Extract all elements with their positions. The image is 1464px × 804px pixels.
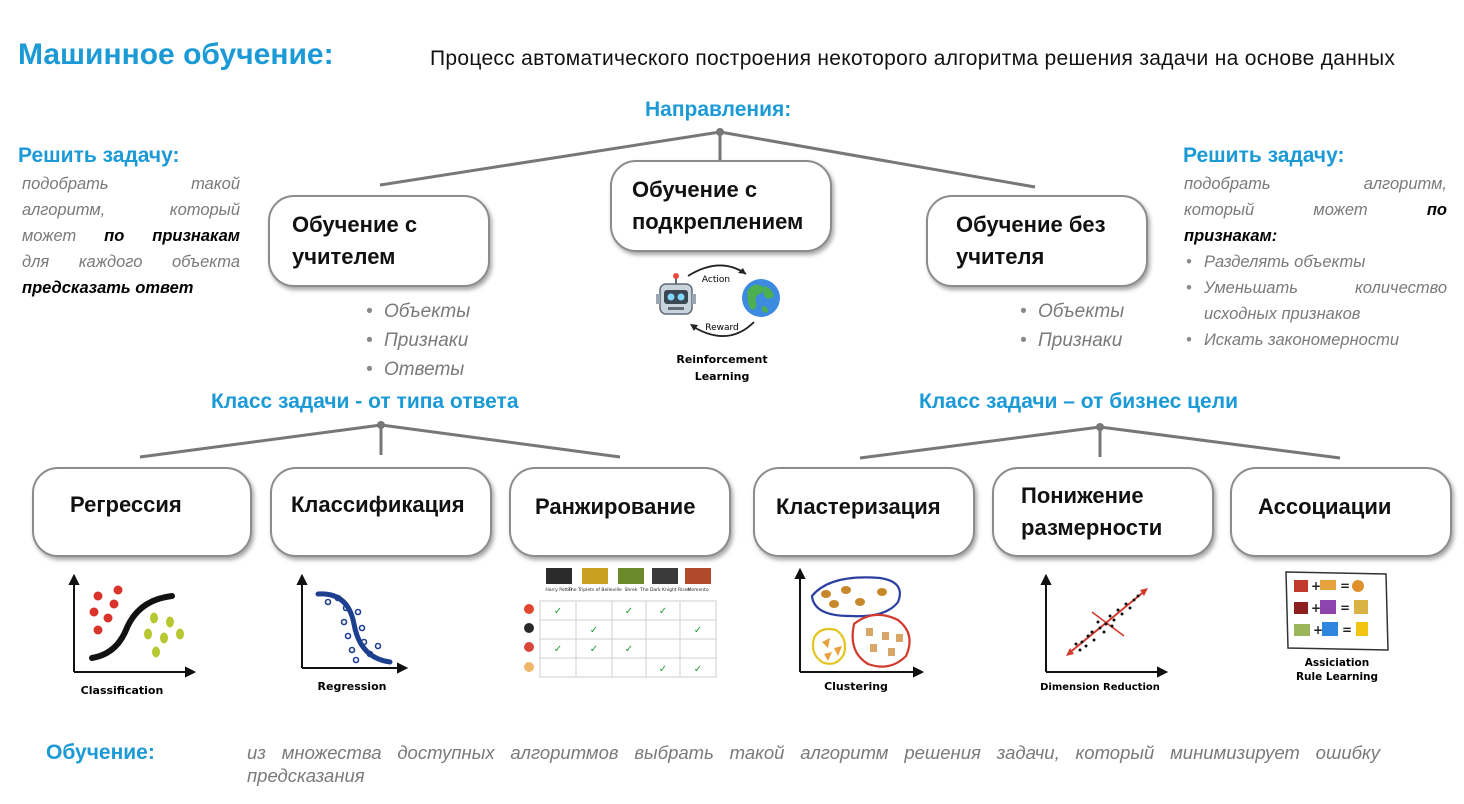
left-line-3-pre: может — [22, 227, 105, 245]
supervised-bullet: Объекты — [364, 297, 470, 326]
svg-text:✓: ✓ — [590, 625, 598, 636]
svg-text:✓: ✓ — [659, 664, 667, 675]
left-line-5: предсказать ответ — [22, 279, 194, 297]
right-line-1: подобрать алгоритм, — [1184, 175, 1447, 193]
supervised-line-1: Обучение с — [292, 212, 418, 237]
ml-definition: Процесс автоматического построения некот… — [430, 47, 1396, 70]
association-box: Ассоциации — [1230, 467, 1452, 557]
svg-text:✓: ✓ — [554, 644, 562, 655]
user-avatars — [524, 604, 534, 672]
reinforcement-line-1: Обучение с — [632, 177, 758, 202]
right-bullet: Искать закономерности — [1184, 327, 1447, 353]
directions-label: Направления: — [645, 98, 792, 121]
unsupervised-bullets: Объекты Признаки — [1018, 297, 1124, 355]
page-title: Машинное обучение: — [18, 38, 334, 71]
movie-label: The Triplets of Belleville — [567, 587, 622, 593]
svg-text:=: = — [1342, 623, 1352, 637]
svg-text:✓: ✓ — [554, 606, 562, 617]
supervised-bullets: Объекты Признаки Ответы — [364, 297, 470, 384]
thumb-association-caption-1: Assiciation — [1305, 657, 1369, 669]
classification-thumbnail: Classification — [68, 573, 197, 697]
task-class-left-label: Класс задачи - от типа ответа — [211, 390, 519, 413]
reward-label: Reward — [705, 323, 739, 333]
right-panel-heading: Решить задачу: — [1183, 144, 1345, 167]
svg-text:✓: ✓ — [659, 606, 667, 617]
thumb-regression-caption: Regression — [318, 680, 387, 693]
clustering-thumbnail: Clustering — [794, 568, 925, 693]
left-panel-heading: Решить задачу: — [18, 144, 180, 167]
dim-reduction-line-2: размерности — [1021, 515, 1163, 540]
svg-text:✓: ✓ — [590, 644, 598, 655]
svg-text:=: = — [1340, 579, 1350, 593]
ranking-thumbnail: Harry Potter The Triplets of Belleville … — [524, 568, 717, 678]
svg-text:+: + — [1311, 601, 1321, 615]
left-panel-text: подобрать такой алгоритм, который может … — [22, 171, 240, 301]
regression-thumbnail: Regression — [296, 573, 409, 693]
movie-label: Memento — [687, 587, 708, 593]
thumb-clustering-caption: Clustering — [824, 680, 888, 693]
svg-text:=: = — [1340, 601, 1350, 615]
svg-text:+: + — [1311, 579, 1321, 593]
left-line-2: алгоритм, который — [22, 201, 240, 219]
svg-text:✓: ✓ — [625, 606, 633, 617]
right-line-2: который может по — [1184, 201, 1447, 219]
left-line-4: для каждого объекта — [22, 253, 240, 271]
right-bullet: Уменьшать количество исходных признаков — [1184, 275, 1447, 327]
task-class-right-label: Класс задачи – от бизнес цели — [919, 390, 1238, 413]
right-panel-bullets: Разделять объекты Уменьшать количество и… — [1184, 249, 1447, 353]
svg-text:✓: ✓ — [625, 644, 633, 655]
thumb-classification-caption: Classification — [81, 684, 164, 697]
dim-reduction-box: Понижение размерности — [992, 467, 1214, 557]
svg-text:✓: ✓ — [694, 664, 702, 675]
thumb-dim-reduction-caption: Dimension Reduction — [1040, 682, 1160, 693]
unsupervised-bullet: Признаки — [1018, 326, 1124, 355]
robot-icon — [656, 273, 696, 315]
left-line-3: может по признакам — [22, 223, 240, 249]
left-line-3-bold: по признакам — [104, 227, 240, 245]
supervised-bullet: Ответы — [364, 355, 470, 384]
rl-caption-2: Learning — [695, 370, 750, 383]
movie-label: Harry Potter — [545, 587, 572, 593]
globe-icon — [742, 279, 780, 317]
footer-label: Обучение: — [46, 741, 155, 764]
thumb-association-caption-2: Rule Learning — [1296, 671, 1378, 683]
supervised-bullet: Признаки — [364, 326, 470, 355]
svg-text:+: + — [1313, 623, 1323, 637]
ranking-box: Ранжирование — [509, 467, 731, 557]
right-panel-text: подобрать алгоритм, который может по при… — [1184, 171, 1447, 353]
movie-posters — [546, 568, 711, 584]
action-label: Action — [702, 275, 730, 285]
svg-text:✓: ✓ — [694, 625, 702, 636]
reinforcement-learning-box: Обучение с подкреплением — [610, 160, 832, 252]
right-line-3: признакам: — [1184, 227, 1278, 245]
clustering-box: Кластеризация — [753, 467, 975, 557]
unsupervised-line-2: учителя — [956, 244, 1045, 269]
unsupervised-bullet: Объекты — [1018, 297, 1124, 326]
right-bullet: Разделять объекты — [1184, 249, 1447, 275]
supervised-learning-box: Обучение с учителем — [268, 195, 490, 287]
rl-caption-1: Reinforcement — [676, 353, 767, 366]
reinforcement-line-2: подкреплением — [632, 209, 804, 234]
movie-label: The Dark Knight Rises — [639, 587, 690, 593]
dimension-reduction-thumbnail: Dimension Reduction — [1040, 573, 1169, 693]
left-line-1: подобрать такой — [22, 175, 240, 193]
classification-box: Классификация — [270, 467, 492, 557]
supervised-line-2: учителем — [292, 244, 396, 269]
movie-label: Shrek — [625, 587, 638, 593]
association-thumbnail: + = + = + = Assiciation Rule Learning — [1285, 571, 1389, 683]
unsupervised-line-1: Обучение без — [956, 212, 1106, 237]
unsupervised-learning-box: Обучение без учителя — [926, 195, 1148, 287]
dim-reduction-line-1: Понижение — [1021, 483, 1144, 508]
reinforcement-illustration: Action Reward Reinforcement Learning — [656, 264, 780, 383]
regression-box: Регрессия — [32, 467, 252, 557]
footer-text: из множества доступных алгоритмов выбрат… — [247, 742, 1380, 786]
